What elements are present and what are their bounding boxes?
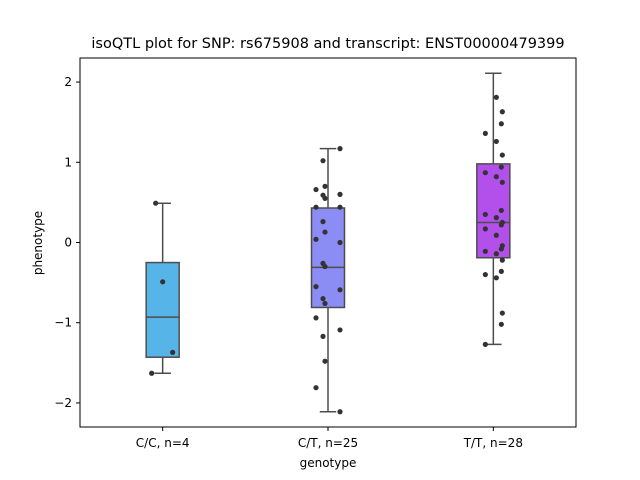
data-point xyxy=(170,349,176,355)
data-point xyxy=(313,315,319,321)
data-point xyxy=(320,158,326,164)
data-point xyxy=(493,251,499,257)
data-point xyxy=(493,138,499,145)
data-point xyxy=(149,370,155,376)
data-point xyxy=(482,248,488,254)
data-point xyxy=(482,226,488,232)
data-point xyxy=(499,219,505,226)
data-point xyxy=(493,232,499,238)
data-point xyxy=(313,236,319,242)
data-point xyxy=(313,385,319,391)
data-point xyxy=(499,243,505,249)
data-point xyxy=(322,183,328,189)
data-point xyxy=(313,204,319,210)
y-tick-label: −2 xyxy=(54,396,72,410)
data-point xyxy=(482,211,488,218)
plot-frame xyxy=(79,57,577,428)
x-tick-label: T/T, n=28 xyxy=(463,436,523,450)
data-point xyxy=(493,174,499,180)
data-point xyxy=(482,130,488,137)
data-point xyxy=(498,268,504,274)
data-point xyxy=(153,200,159,206)
data-point xyxy=(322,300,328,307)
data-point xyxy=(322,358,328,364)
data-point xyxy=(320,333,326,339)
data-point xyxy=(337,327,343,333)
data-point xyxy=(498,207,504,214)
data-point xyxy=(313,186,319,193)
data-point xyxy=(320,260,326,266)
data-point xyxy=(499,310,505,316)
data-point xyxy=(493,275,499,281)
data-point xyxy=(499,152,505,158)
data-point xyxy=(337,191,343,197)
x-tick-label: C/T, n=25 xyxy=(298,436,358,450)
y-axis-label: phenotype xyxy=(31,211,45,275)
box xyxy=(310,207,346,309)
data-point xyxy=(498,121,504,127)
data-point xyxy=(493,94,499,100)
data-point xyxy=(337,287,343,293)
box xyxy=(476,163,511,259)
chart-title: isoQTL plot for SNP: rs675908 and transc… xyxy=(91,36,564,52)
data-point xyxy=(498,321,504,327)
x-tick-label: C/C, n=4 xyxy=(136,436,190,450)
y-tick-label: 2 xyxy=(64,75,72,89)
data-point xyxy=(320,296,326,302)
data-point xyxy=(498,164,504,170)
data-point xyxy=(320,192,326,198)
box xyxy=(145,261,180,358)
plot-area: −2 −1 0 1 2 C/C, n=4 C/T, n=25 T/T, n=28 xyxy=(54,72,523,450)
data-point xyxy=(313,284,319,290)
y-tick-label: 1 xyxy=(64,155,72,169)
data-point xyxy=(499,257,505,263)
data-point xyxy=(482,170,488,176)
data-point xyxy=(493,215,499,221)
data-point xyxy=(337,409,343,415)
data-point xyxy=(499,179,505,185)
y-tick-label: −1 xyxy=(54,316,72,330)
data-point xyxy=(320,219,326,225)
data-point xyxy=(337,204,343,210)
y-tick-label: 0 xyxy=(64,236,72,250)
data-point xyxy=(337,146,343,152)
x-axis-label: genotype xyxy=(300,456,357,470)
data-point xyxy=(322,229,328,235)
data-point xyxy=(482,341,488,347)
data-point xyxy=(499,109,505,115)
data-point xyxy=(337,239,343,246)
data-point xyxy=(160,279,166,285)
data-point xyxy=(482,271,488,278)
